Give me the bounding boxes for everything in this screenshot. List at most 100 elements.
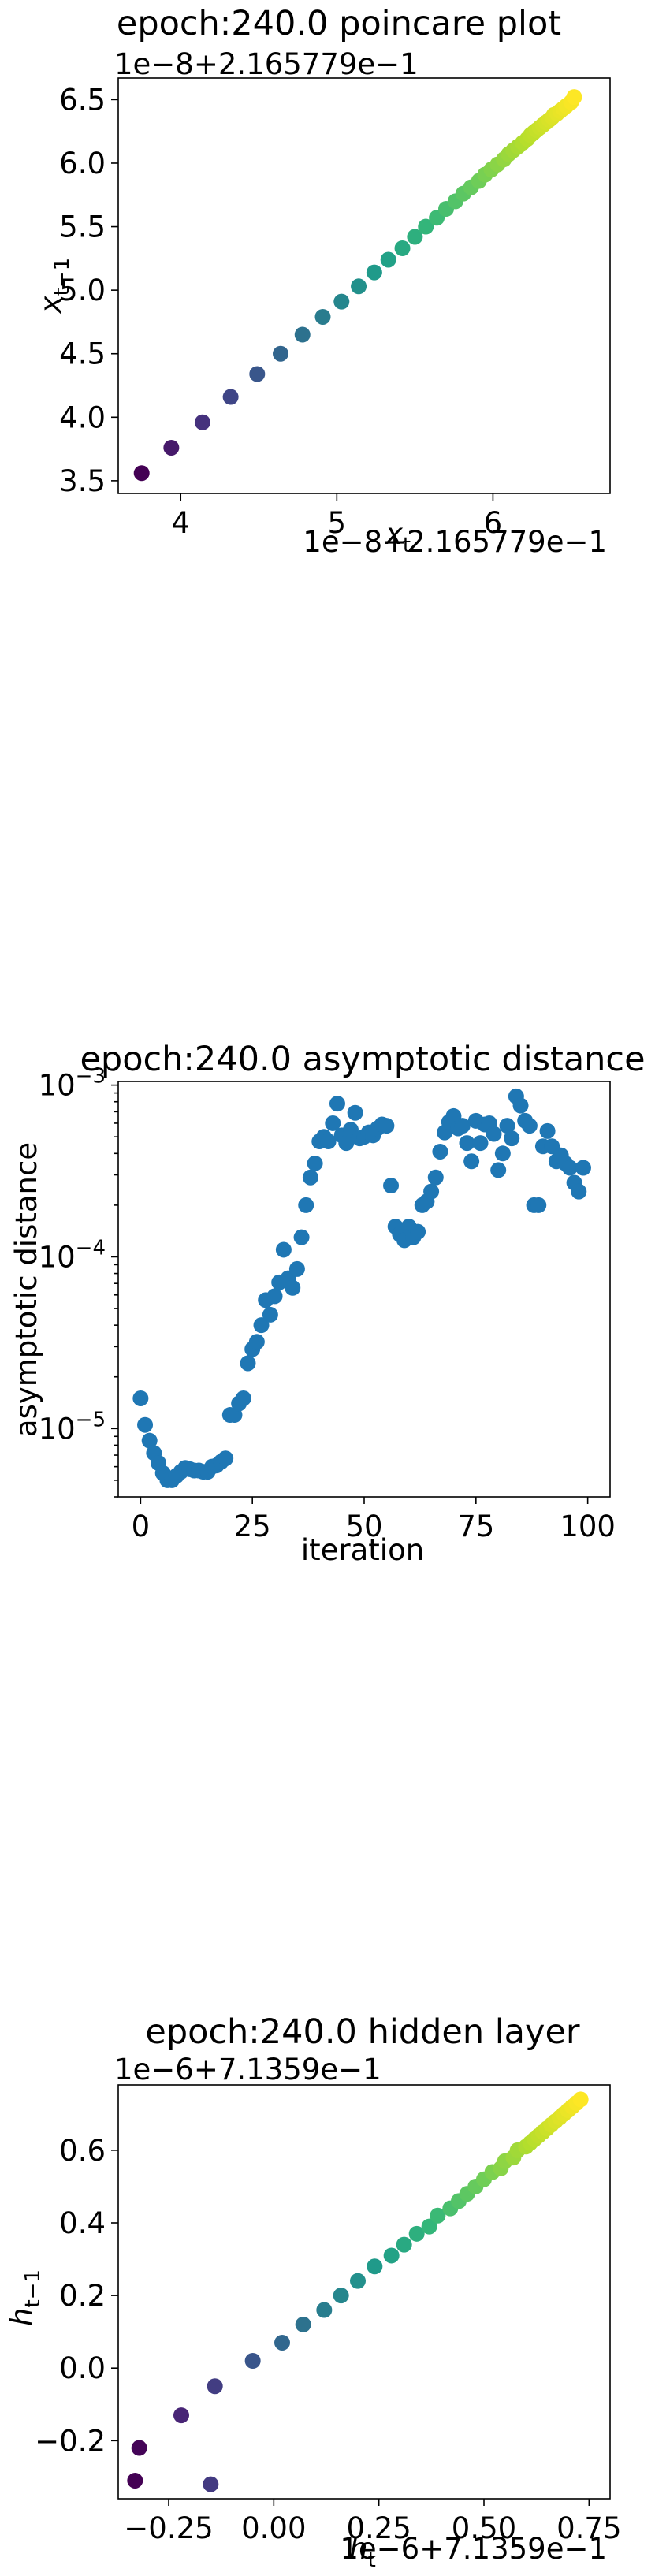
data-point [295, 2316, 311, 2332]
x-ticks: −0.25 0.00 0.25 0.50 0.75 [124, 2499, 622, 2545]
data-point [350, 2273, 366, 2289]
data-point [347, 1104, 363, 1121]
plot-frame [117, 1081, 611, 1498]
data-point [133, 465, 150, 482]
x-tick-label: −0.25 [124, 2511, 213, 2545]
data-point [273, 345, 289, 362]
data-point [274, 2334, 290, 2351]
scatter-points [132, 1088, 591, 1488]
y-tick-label: 10−3 [39, 1065, 106, 1103]
y-offset-text: 1e−6+7.1359e−1 [114, 2053, 381, 2086]
y-ticks: 10−5 10−4 10−3 [39, 1065, 118, 1498]
data-point [454, 1118, 471, 1134]
data-point [333, 293, 350, 310]
data-point [298, 1197, 314, 1213]
x-axis-label: iteration [301, 1533, 424, 1567]
data-point [240, 1355, 256, 1372]
data-point [320, 1134, 337, 1150]
data-point [275, 1241, 292, 1258]
data-point [530, 1197, 547, 1213]
chart-title: epoch:240.0 hidden layer [145, 2012, 580, 2052]
data-point [127, 2472, 143, 2489]
data-point [463, 1153, 480, 1170]
data-point [575, 1160, 591, 1176]
x-tick-label: 0.25 [346, 2511, 411, 2545]
x-tick-label: 5 [328, 506, 347, 540]
plot-frame [117, 2084, 611, 2500]
x-offset-text: 1e−6+7.1359e−1 [340, 2532, 607, 2566]
data-point [418, 218, 434, 235]
data-point [512, 1097, 529, 1114]
y-axis-label: ht−1 [5, 2269, 45, 2326]
chart-title: epoch:240.0 asymptotic distance [80, 1040, 645, 1079]
data-point [351, 278, 367, 295]
y-tick-label: 4.5 [59, 337, 106, 371]
data-point [285, 1279, 301, 1296]
data-point [423, 1183, 440, 1200]
data-point [249, 366, 266, 382]
x-axis-label: ht [349, 2532, 376, 2572]
hidden-layer-plot: epoch:240.0 hidden layer 1e−6+7.1359e−1 … [5, 2012, 622, 2572]
data-point [307, 1155, 323, 1171]
y-tick-label: 4.0 [59, 400, 106, 434]
data-point [329, 1096, 345, 1112]
x-tick-label: 0 [132, 1509, 151, 1543]
data-point [366, 264, 382, 281]
data-point [499, 1118, 515, 1134]
data-point [253, 1317, 270, 1334]
y-tick-label: 5.0 [59, 274, 106, 307]
y-offset-text: 1e−8+2.165779e−1 [114, 47, 419, 81]
data-point [131, 2440, 147, 2456]
data-point [472, 1135, 489, 1152]
data-point [407, 229, 423, 245]
data-point [218, 1450, 234, 1467]
poincare-plot: epoch:240.0 poincare plot 1e−8+2.165779e… [34, 4, 611, 559]
data-point [294, 326, 311, 343]
data-point [244, 2353, 261, 2369]
x-tick-label: 50 [345, 1509, 382, 1543]
data-point [571, 1183, 587, 1200]
x-tick-label: 0.50 [452, 2511, 516, 2545]
data-point [203, 2476, 219, 2492]
chart-title: epoch:240.0 poincare plot [117, 4, 561, 43]
data-point [539, 1122, 556, 1139]
x-ticks: 4 5 6 [171, 493, 502, 540]
scatter-points [127, 2091, 589, 2492]
y-tick-label: 6.0 [59, 147, 106, 181]
data-point [561, 1160, 578, 1176]
data-point [459, 1135, 475, 1152]
data-point [367, 2258, 383, 2275]
data-point [432, 1143, 448, 1160]
data-point [222, 389, 239, 405]
data-point [394, 240, 411, 256]
y-tick-label: 0.2 [59, 2279, 106, 2313]
y-tick-label: 10−5 [39, 1408, 106, 1446]
data-point [572, 2091, 589, 2108]
x-tick-label: 0.00 [241, 2511, 306, 2545]
data-point [427, 1169, 444, 1186]
x-tick-label: 6 [484, 506, 503, 540]
data-point [410, 1223, 426, 1240]
data-point [163, 439, 180, 456]
data-point [316, 2302, 333, 2318]
data-point [421, 2218, 437, 2235]
data-point [383, 1178, 400, 1194]
data-point [132, 1390, 149, 1406]
data-point [288, 1260, 305, 1277]
data-point [325, 1115, 341, 1131]
data-point [566, 89, 582, 106]
data-point [338, 1135, 355, 1152]
y-axis-label: asymptotic distance [9, 1142, 43, 1437]
data-point [430, 2207, 446, 2224]
data-point [173, 2407, 189, 2424]
y-tick-label: 5.5 [59, 210, 106, 244]
data-point [408, 2225, 425, 2242]
data-point [521, 1118, 538, 1134]
data-point [137, 1416, 154, 1433]
data-point [248, 1334, 265, 1350]
x-tick-label: 0.75 [556, 2511, 621, 2545]
data-point [486, 1126, 502, 1142]
x-ticks: 0 25 50 75 100 [132, 1497, 616, 1543]
x-axis-label: xt [385, 517, 411, 557]
data-point [504, 1130, 520, 1147]
